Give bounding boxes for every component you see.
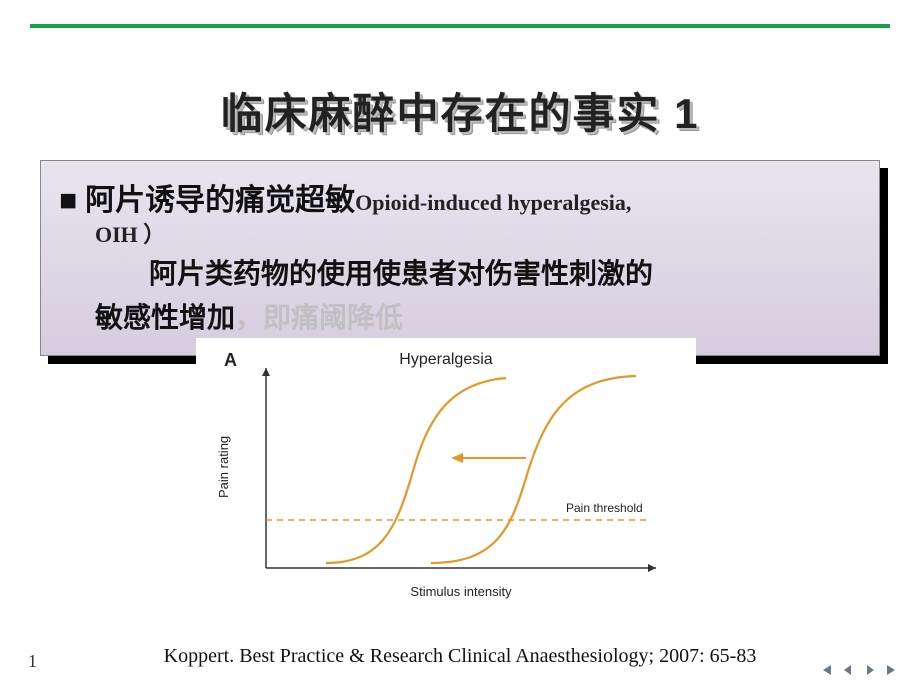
svg-text:Pain rating: Pain rating [216,436,231,498]
bullet-cn: 阿片诱导的痛觉超敏 [85,175,355,219]
bullet-en: Opioid-induced hyperalgesia, [355,190,631,216]
svg-text:A: A [224,350,237,370]
bullet-en-line2: OIH ） [95,217,861,249]
svg-text:Hyperalgesia: Hyperalgesia [399,351,492,368]
page-number: 1 [28,651,37,672]
bullet-marker: ■ [59,186,77,216]
desc-line2: 敏感性增加，即痛阈降低 [59,299,861,337]
svg-text:Stimulus intensity: Stimulus intensity [410,584,512,599]
content-box: ■ 阿片诱导的痛觉超敏 Opioid-induced hyperalgesia,… [40,160,880,356]
nav-next-icon[interactable] [860,660,880,680]
hyperalgesia-chart: A Hyperalgesia Pain rating Stimulus intensi… [196,338,696,618]
nav-last-icon[interactable] [882,660,902,680]
svg-text:Pain threshold: Pain threshold [566,501,643,515]
desc-line1: 阿片类药物的使用使患者对伤害性刺激的 [59,255,861,293]
nav-prev-icon[interactable] [838,660,858,680]
top-divider [30,24,890,28]
slide-title: 临床麻醉中存在的事实 1 [0,80,920,141]
nav-first-icon[interactable] [816,660,836,680]
citation: Koppert. Best Practice & Research Clinic… [0,645,920,668]
nav-controls [816,660,902,680]
bullet-heading: ■ 阿片诱导的痛觉超敏 Opioid-induced hyperalgesia, [59,175,861,219]
